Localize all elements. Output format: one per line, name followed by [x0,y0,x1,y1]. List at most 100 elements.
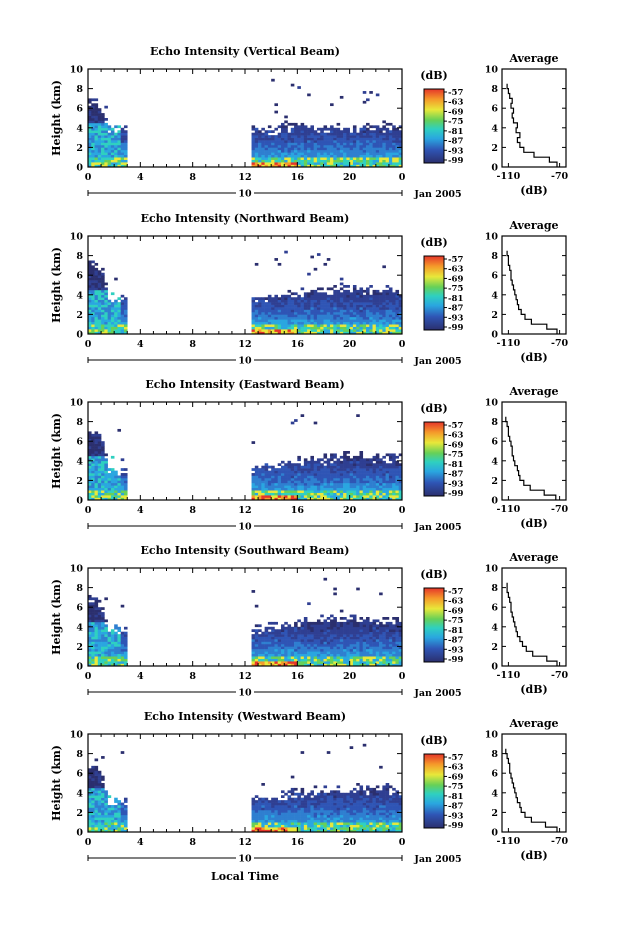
heatmap-cell [94,629,99,632]
heatmap-cell [97,812,102,816]
heatmap-cell [356,455,360,459]
heatmap-cell [398,641,403,645]
heatmap-cell [94,802,99,806]
heatmap [88,577,403,667]
heatmap-cell [110,497,115,501]
heatmap-cell [117,629,122,632]
heatmap-cell [251,656,256,659]
heatmap-cell [339,316,344,320]
y-tick-label: 4 [76,123,83,134]
y-axis-label: Height (km) [50,247,63,323]
heatmap-cell [372,495,377,498]
heatmap-cell [97,294,102,298]
y-tick-label: 2 [76,476,83,487]
heatmap-cell [271,495,275,498]
heatmap-cell [310,311,314,315]
heatmap-cell [274,797,279,801]
heatmap-cell [375,149,380,153]
heatmap-cell [254,465,259,469]
heatmap-cell [379,495,383,498]
heatmap-cell [382,140,386,143]
heatmap-cell [117,636,122,640]
heatmap-cell [274,656,279,659]
heatmap-cell [294,648,298,652]
heatmap-cell [261,800,265,803]
heatmap-cell [101,778,105,781]
heatmap-cell [346,135,350,138]
heatmap-cell [369,304,373,308]
heatmap-cell [274,490,279,493]
heatmap-cell [97,822,102,825]
heatmap-cell [97,487,102,491]
heatmap-cell [294,331,298,335]
heatmap-cell [88,115,92,119]
heatmap-cell [280,329,285,332]
heatmap-cell [97,326,102,330]
heatmap-cell [375,470,380,474]
heatmap-cell [379,147,383,151]
heatmap-cell [359,289,364,293]
heatmap-cell [97,636,102,640]
heatmap-cell [264,149,269,153]
heatmap-cell [88,137,92,141]
heatmap-cell [117,304,122,308]
heatmap-cell [388,465,393,469]
heatmap-cell [290,299,295,303]
heatmap-cell [294,329,298,332]
heatmap-cell [117,324,122,327]
heatmap-cell [271,135,275,138]
heatmap-cell [117,309,122,313]
heatmap-cell [352,477,357,481]
heatmap-cell [284,294,288,298]
heatmap-cell [339,658,344,662]
heatmap-cell [339,661,344,664]
heatmap-cell [362,663,367,667]
heatmap-cell [366,154,370,158]
heatmap-cell [254,159,259,163]
heatmap-cell [352,455,357,459]
heatmap-cell [280,316,285,320]
heatmap-cell [101,477,105,481]
heatmap-cell [117,157,122,160]
heatmap-cell [336,482,341,486]
heatmap-cell [323,140,328,143]
heatmap-cell [352,297,357,300]
heatmap-cell [339,324,344,327]
heatmap-cell [251,311,256,315]
heatmap-cell [336,656,341,659]
panel-title: Echo Intensity (Northward Beam) [141,212,350,225]
heatmap-cell [97,441,102,444]
heatmap-cell [287,636,292,640]
heatmap-cell [339,132,344,136]
heatmap-cell [251,829,256,833]
heatmap-cell [369,470,373,474]
heatmap-cell [395,152,400,156]
heatmap-cell [366,292,370,296]
heatmap-cell [280,490,285,493]
heatmap-cell [379,137,383,141]
heatmap-cell [343,130,347,133]
heatmap-cell [359,162,364,165]
heatmap-cell [339,492,344,496]
heatmap-cell [362,621,367,625]
heatmap-cell [316,470,321,474]
heatmap-cell [101,441,105,444]
profile-x-label: (dB) [520,683,547,696]
heatmap-cell [362,624,367,628]
heatmap-cell [107,658,112,662]
heatmap-cell [330,321,334,325]
heatmap-cell [91,321,95,325]
heatmap-cell [110,643,115,647]
heatmap-cell [104,802,108,806]
heatmap-cell [97,448,102,452]
heatmap-cell [120,142,125,146]
heatmap-cell [277,819,282,823]
heatmap-cell [369,125,373,129]
heatmap-cell [277,144,282,148]
heatmap-cell [316,475,321,479]
heatmap-cell [343,495,347,498]
heatmap-cell [307,324,311,327]
heatmap-cell [303,162,308,165]
heatmap-cell [280,648,285,652]
heatmap-cell [271,487,275,491]
